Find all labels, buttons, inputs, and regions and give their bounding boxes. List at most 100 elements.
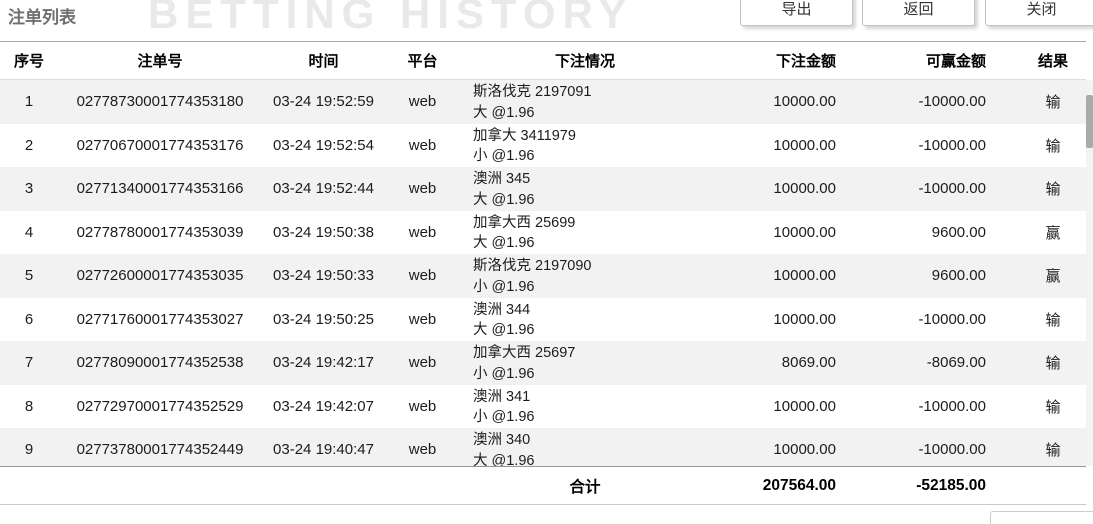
- cell-platform: web: [408, 223, 437, 241]
- col-header-platform: 平台: [407, 53, 438, 70]
- cell-bet-id: 02771760001774353027: [76, 310, 244, 328]
- cell-result: 输: [1045, 355, 1061, 373]
- table-row[interactable]: 3 02771340001774353166 03-24 19:52:44 we…: [0, 167, 1086, 211]
- cell-bet-id: 02778730001774353180: [76, 93, 244, 111]
- table-row[interactable]: 5 02772600001774353035 03-24 19:50:33 we…: [0, 254, 1086, 298]
- cell-winnable-amount: -10000.00: [918, 441, 986, 459]
- cell-bet-id: 02778780001774353039: [76, 223, 244, 241]
- table-total-row: 合计 207564.00 -52185.00: [0, 466, 1086, 505]
- cell-row-number: 2: [24, 136, 34, 154]
- cell-row-number: 3: [24, 180, 34, 198]
- table-header-row: 序号 注单号 时间 平台 下注情况 下注金额 可赢金额 结果: [0, 41, 1086, 80]
- cell-row-number: 9: [24, 441, 34, 459]
- table-row[interactable]: 1 02778730001774353180 03-24 19:52:59 we…: [0, 80, 1086, 124]
- col-header-bet-amount: 下注金额: [775, 53, 836, 70]
- total-bet-amount: 207564.00: [762, 476, 836, 494]
- cell-time: 03-24 19:52:54: [273, 136, 374, 154]
- bet-selection-line: 小 @1.96: [473, 409, 535, 425]
- close-button[interactable]: 关闭: [985, 0, 1093, 26]
- cell-time: 03-24 19:50:25: [273, 310, 374, 328]
- bet-selection-line: 大 @1.96: [473, 235, 535, 251]
- col-header-bet-info: 下注情况: [554, 53, 615, 70]
- cell-bet-info: 加拿大西 25697 小 @1.96: [460, 341, 710, 385]
- bet-match-line: 加拿大西 25697: [473, 345, 576, 361]
- scrollbar-thumb[interactable]: [1086, 95, 1093, 148]
- export-button[interactable]: 导出: [740, 0, 853, 26]
- cell-bet-info: 斯洛伐克 2197090 小 @1.96: [460, 254, 710, 298]
- cell-bet-info: 澳洲 344 大 @1.96: [460, 298, 710, 342]
- bet-selection-line: 小 @1.96: [473, 148, 535, 164]
- bottom-partial-button[interactable]: [990, 511, 1093, 524]
- table-row[interactable]: 6 02771760001774353027 03-24 19:50:25 we…: [0, 297, 1086, 342]
- bet-match-line: 澳洲 341: [473, 388, 531, 405]
- table-body: 1 02778730001774353180 03-24 19:52:59 we…: [0, 80, 1086, 466]
- cell-row-number: 4: [24, 223, 34, 241]
- cell-bet-amount: 10000.00: [773, 441, 836, 459]
- bet-selection-line: 小 @1.96: [473, 278, 535, 295]
- cell-winnable-amount: 9600.00: [931, 267, 986, 285]
- page-title: 注单列表: [8, 8, 76, 27]
- cell-bet-id: 02773780001774352449: [76, 441, 244, 459]
- cell-result: 输: [1045, 137, 1061, 155]
- table-row[interactable]: 9 02773780001774352449 03-24 19:40:47 we…: [0, 428, 1086, 466]
- bet-selection-line: 大 @1.96: [473, 191, 535, 208]
- cell-time: 03-24 19:40:47: [273, 441, 374, 459]
- table-scrollbar[interactable]: [1086, 80, 1093, 466]
- table-row[interactable]: 2 02770670001774353176 03-24 19:52:54 we…: [0, 123, 1086, 168]
- cell-platform: web: [408, 441, 437, 459]
- table-row[interactable]: 7 02778090001774352538 03-24 19:42:17 we…: [0, 341, 1086, 385]
- cell-platform: web: [408, 310, 437, 328]
- cell-bet-id: 02770670001774353176: [76, 136, 244, 154]
- cell-winnable-amount: -10000.00: [918, 397, 986, 415]
- bet-selection-line: 小 @1.96: [473, 365, 535, 382]
- cell-winnable-amount: 9600.00: [931, 223, 986, 241]
- cell-bet-amount: 10000.00: [773, 223, 836, 241]
- cell-bet-info: 澳洲 341 小 @1.96: [460, 385, 710, 429]
- bet-match-line: 澳洲 345: [473, 171, 531, 187]
- cell-row-number: 1: [24, 93, 34, 111]
- bet-selection-line: 大 @1.96: [473, 322, 535, 338]
- cell-bet-id: 02771340001774353166: [76, 180, 244, 198]
- cell-bet-info: 加拿大 3411979 小 @1.96: [460, 124, 710, 168]
- cell-platform: web: [408, 397, 437, 415]
- back-button[interactable]: 返回: [862, 0, 975, 26]
- cell-time: 03-24 19:42:17: [273, 354, 374, 372]
- cell-time: 03-24 19:52:59: [273, 93, 374, 111]
- cell-bet-id: 02772600001774353035: [76, 267, 244, 285]
- cell-bet-amount: 8069.00: [781, 354, 836, 372]
- cell-bet-info: 斯洛伐克 2197091 大 @1.96: [460, 80, 710, 124]
- cell-bet-amount: 10000.00: [773, 267, 836, 285]
- cell-time: 03-24 19:52:44: [273, 180, 374, 198]
- cell-result: 输: [1045, 94, 1061, 112]
- bet-match-line: 加拿大 3411979: [473, 127, 576, 144]
- bet-match-line: 澳洲 340: [473, 432, 531, 448]
- cell-platform: web: [408, 93, 437, 111]
- cell-bet-amount: 10000.00: [773, 136, 836, 154]
- cell-winnable-amount: -10000.00: [918, 310, 986, 328]
- table-row[interactable]: 8 02772970001774352529 03-24 19:42:07 we…: [0, 384, 1086, 429]
- watermark-text: BETTING HISTORY: [148, 0, 634, 37]
- cell-row-number: 6: [24, 310, 34, 328]
- cell-time: 03-24 19:42:07: [273, 397, 374, 415]
- col-header-no: 序号: [13, 53, 44, 70]
- col-header-winnable: 可赢金额: [925, 53, 986, 70]
- total-label: 合计: [569, 478, 601, 496]
- cell-bet-amount: 10000.00: [773, 397, 836, 415]
- cell-result: 输: [1045, 398, 1061, 416]
- total-winnable-amount: -52185.00: [916, 476, 986, 494]
- cell-row-number: 7: [24, 354, 34, 372]
- cell-bet-info: 加拿大西 25699 大 @1.96: [460, 211, 710, 255]
- table-row[interactable]: 4 02778780001774353039 03-24 19:50:38 we…: [0, 210, 1086, 255]
- betting-history-table: 序号 注单号 时间 平台 下注情况 下注金额 可赢金额 结果 1 0277873…: [0, 41, 1093, 505]
- cell-platform: web: [408, 267, 437, 285]
- bet-match-line: 斯洛伐克 2197090: [473, 258, 592, 274]
- cell-row-number: 8: [24, 397, 34, 415]
- cell-bet-amount: 10000.00: [773, 93, 836, 111]
- cell-bet-amount: 10000.00: [773, 180, 836, 198]
- cell-bet-info: 澳洲 340 大 @1.96: [460, 428, 710, 466]
- cell-winnable-amount: -10000.00: [918, 136, 986, 154]
- col-header-bet-id: 注单号: [137, 53, 183, 70]
- col-header-time: 时间: [308, 53, 339, 70]
- cell-bet-amount: 10000.00: [773, 310, 836, 328]
- cell-time: 03-24 19:50:33: [273, 267, 374, 285]
